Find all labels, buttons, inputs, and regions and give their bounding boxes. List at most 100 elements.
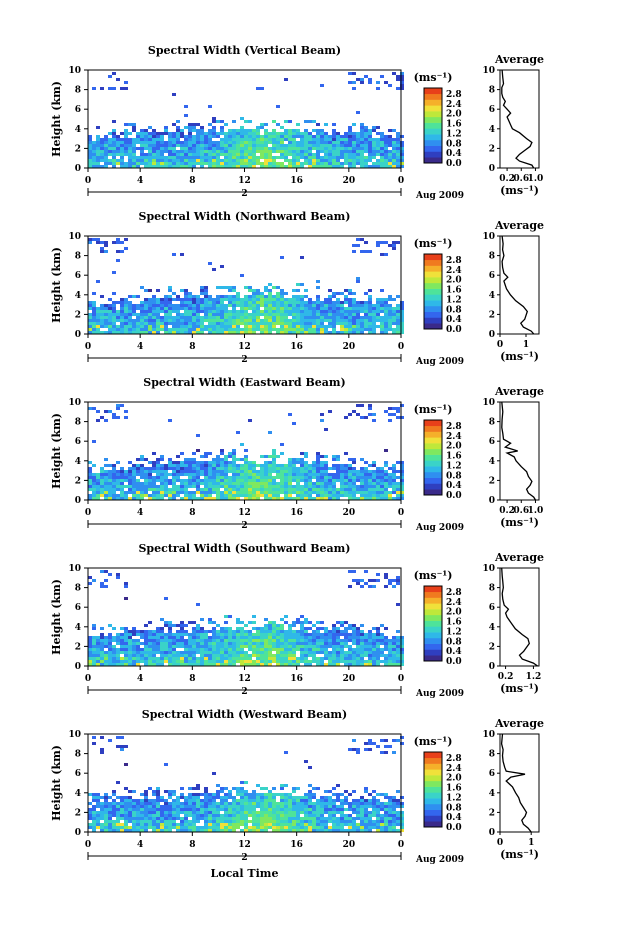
heatmap-cell bbox=[124, 87, 128, 90]
heatmap-cell bbox=[236, 491, 240, 494]
heatmap-cell bbox=[280, 135, 284, 138]
heatmap-cell bbox=[308, 497, 312, 500]
heatmap-cell bbox=[100, 582, 104, 585]
heatmap-cell bbox=[280, 319, 284, 322]
heatmap-cell bbox=[232, 476, 236, 479]
heatmap-cell bbox=[372, 657, 376, 660]
heatmap-cell bbox=[172, 497, 176, 500]
heatmap-cell bbox=[272, 630, 276, 633]
heatmap-cell bbox=[188, 467, 192, 470]
heatmap-cell bbox=[148, 479, 152, 482]
heatmap-cell bbox=[144, 630, 148, 633]
heatmap-cell bbox=[104, 313, 108, 316]
heatmap-cell bbox=[168, 491, 172, 494]
heatmap-cell bbox=[288, 633, 292, 636]
heatmap-cell bbox=[204, 156, 208, 159]
heatmap-cell bbox=[136, 799, 140, 802]
heatmap-cell bbox=[272, 159, 276, 162]
heatmap-cell bbox=[380, 624, 384, 627]
heatmap-cell bbox=[280, 322, 284, 325]
heatmap-cell bbox=[288, 165, 292, 168]
heatmap-cell bbox=[180, 642, 184, 645]
y-tick-label: 6 bbox=[75, 603, 81, 613]
heatmap-cell bbox=[336, 467, 340, 470]
heatmap-cell bbox=[380, 651, 384, 654]
heatmap-cell bbox=[356, 316, 360, 319]
heatmap-cell bbox=[164, 331, 168, 334]
heatmap-cell bbox=[252, 147, 256, 150]
heatmap-cell bbox=[148, 482, 152, 485]
heatmap-cell bbox=[112, 322, 116, 325]
heatmap bbox=[88, 404, 404, 500]
heatmap-cell bbox=[272, 467, 276, 470]
heatmap-cell bbox=[376, 138, 380, 141]
heatmap-cell bbox=[248, 153, 252, 156]
heatmap-cell bbox=[224, 654, 228, 657]
heatmap-cell bbox=[200, 135, 204, 138]
heatmap-cell bbox=[228, 823, 232, 826]
heatmap-cell bbox=[100, 165, 104, 168]
heatmap-cell bbox=[384, 147, 388, 150]
heatmap-cell bbox=[224, 482, 228, 485]
heatmap-cell bbox=[320, 636, 324, 639]
heatmap-cell bbox=[188, 482, 192, 485]
heatmap-cell bbox=[112, 805, 116, 808]
heatmap-cell bbox=[296, 331, 300, 334]
heatmap-cell bbox=[304, 156, 308, 159]
heatmap-cell bbox=[240, 823, 244, 826]
heatmap-cell bbox=[308, 464, 312, 467]
heatmap-cell bbox=[232, 141, 236, 144]
heatmap-cell bbox=[156, 793, 160, 796]
heatmap-cell bbox=[212, 497, 216, 500]
heatmap-cell bbox=[252, 159, 256, 162]
heatmap-cell bbox=[116, 138, 120, 141]
heatmap-cell bbox=[364, 654, 368, 657]
heatmap-cell bbox=[264, 648, 268, 651]
heatmap-cell bbox=[140, 307, 144, 310]
heatmap-cell bbox=[272, 482, 276, 485]
heatmap-cell bbox=[100, 87, 104, 90]
heatmap-cell bbox=[176, 799, 180, 802]
heatmap-cell bbox=[192, 799, 196, 802]
heatmap-cell bbox=[224, 150, 228, 153]
heatmap-cell bbox=[360, 404, 364, 407]
heatmap-cell bbox=[224, 132, 228, 135]
heatmap-cell bbox=[228, 654, 232, 657]
heatmap-cell bbox=[248, 494, 252, 497]
heatmap-cell bbox=[300, 470, 304, 473]
heatmap-cell bbox=[176, 138, 180, 141]
heatmap-cell bbox=[208, 482, 212, 485]
heatmap-cell bbox=[320, 621, 324, 624]
heatmap-cell bbox=[212, 823, 216, 826]
heatmap-cell bbox=[104, 491, 108, 494]
heatmap-cell bbox=[324, 313, 328, 316]
heatmap-cell bbox=[124, 325, 128, 328]
heatmap-cell bbox=[300, 132, 304, 135]
heatmap-cell bbox=[332, 630, 336, 633]
heatmap-cell bbox=[384, 482, 388, 485]
heatmap-cell bbox=[228, 497, 232, 500]
heatmap-cell bbox=[140, 826, 144, 829]
heatmap-cell bbox=[104, 325, 108, 328]
heatmap-cell bbox=[356, 304, 360, 307]
heatmap-cell bbox=[388, 473, 392, 476]
heatmap-cell bbox=[192, 657, 196, 660]
heatmap-cell bbox=[200, 298, 204, 301]
colorbar-tick-label: 0.0 bbox=[446, 491, 462, 501]
heatmap-cell bbox=[128, 630, 132, 633]
heatmap-cell bbox=[308, 485, 312, 488]
heatmap-cell bbox=[196, 829, 200, 832]
heatmap-cell bbox=[284, 491, 288, 494]
heatmap-cell bbox=[204, 488, 208, 491]
heatmap-cell bbox=[136, 467, 140, 470]
y-tick-label: 2 bbox=[75, 476, 81, 486]
heatmap-cell bbox=[124, 144, 128, 147]
heatmap-cell bbox=[180, 657, 184, 660]
heatmap-cell bbox=[180, 328, 184, 331]
heatmap-cell bbox=[164, 295, 168, 298]
colorbar-tick-label: 0.0 bbox=[446, 159, 462, 169]
heatmap-cell bbox=[252, 639, 256, 642]
heatmap-cell bbox=[232, 630, 236, 633]
heatmap-cell bbox=[180, 289, 184, 292]
